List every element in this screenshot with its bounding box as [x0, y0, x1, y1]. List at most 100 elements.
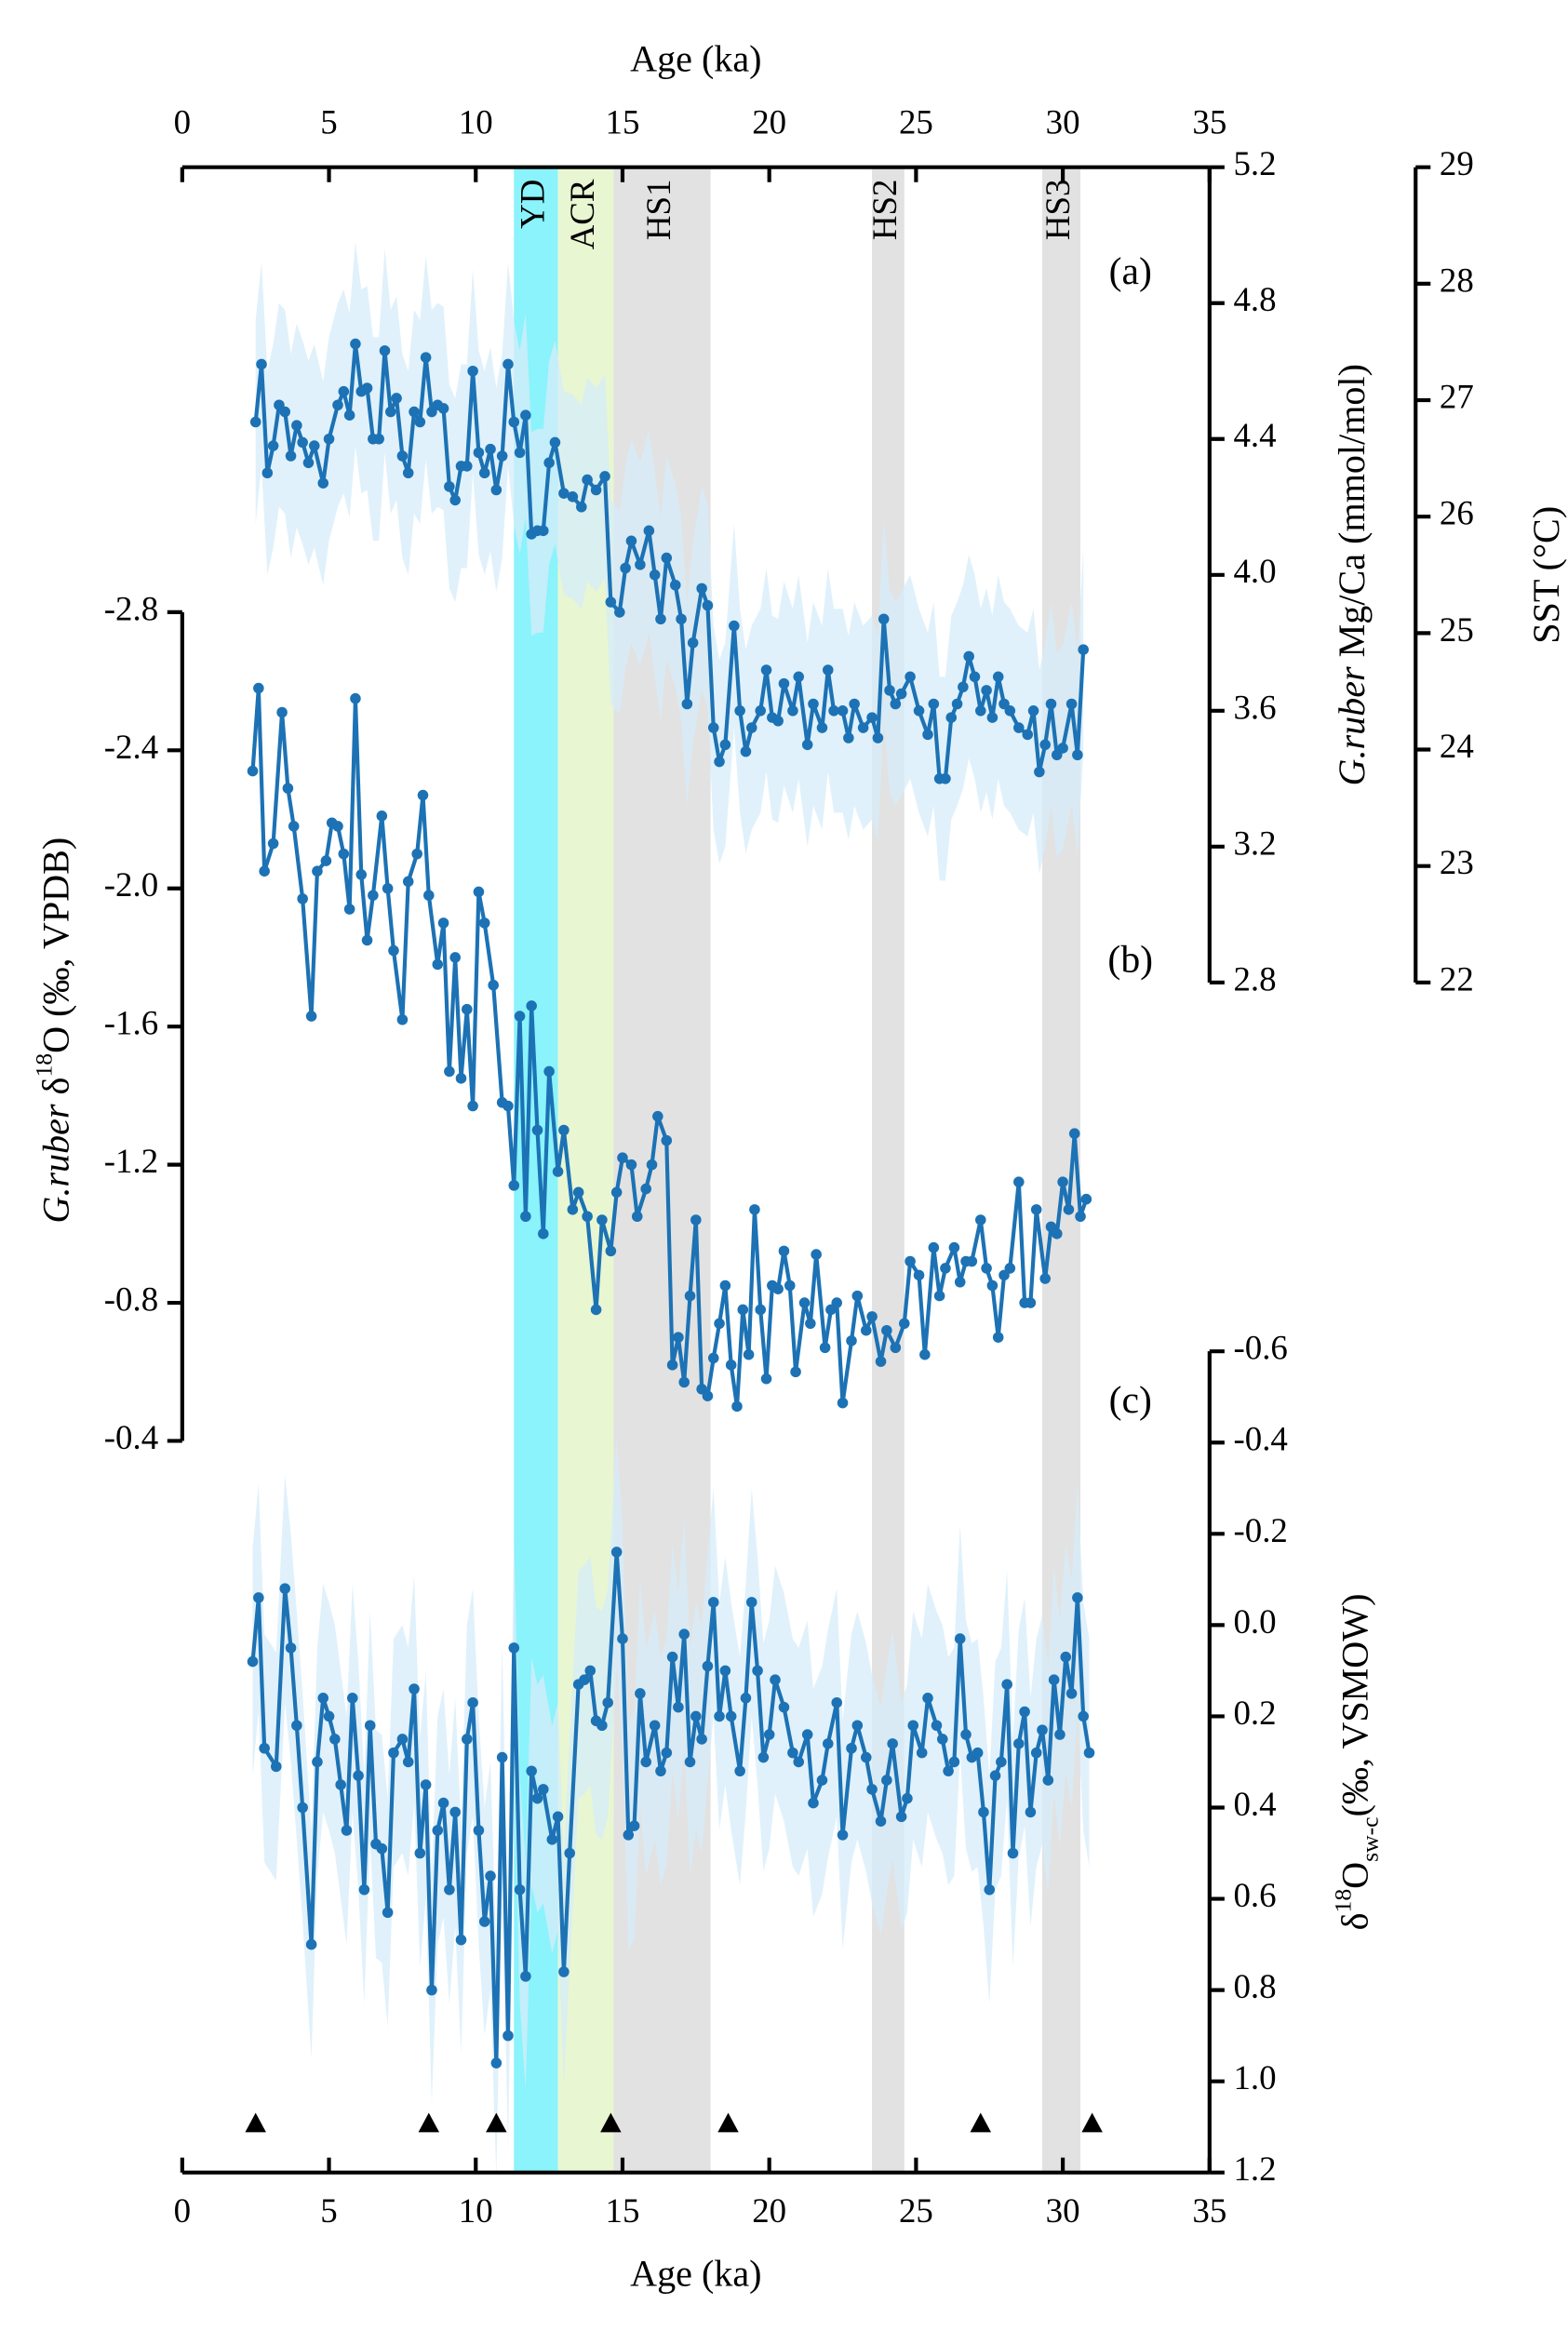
data-point — [989, 1770, 1001, 1781]
data-point — [1013, 1738, 1025, 1749]
data-point — [661, 552, 673, 564]
y-axis-label: G.ruber Mg/Ca (mmol/mol) — [1331, 364, 1373, 785]
data-point — [552, 1811, 564, 1823]
data-point — [678, 1628, 690, 1640]
y-tick-label: 28 — [1440, 261, 1474, 299]
label-part: 18 — [1330, 1889, 1357, 1913]
data-point — [875, 1815, 887, 1827]
event-label: HS3 — [1039, 180, 1077, 241]
data-point — [350, 338, 361, 350]
data-point — [866, 1784, 878, 1795]
label-part: Mg/Ca (mmol/mol) — [1331, 364, 1373, 666]
data-point — [426, 1984, 437, 1996]
data-point — [488, 979, 499, 991]
data-point — [673, 1332, 684, 1343]
y-tick-label: -1.6 — [104, 1004, 158, 1042]
data-point — [467, 1100, 478, 1112]
label-part: δ — [34, 1078, 76, 1105]
data-point — [261, 467, 274, 479]
data-point — [411, 848, 422, 860]
data-point — [940, 773, 951, 784]
y-tick-label: 4.0 — [1233, 552, 1276, 590]
event-label: HS2 — [865, 180, 904, 241]
data-point — [954, 1633, 966, 1644]
data-point — [312, 1756, 323, 1768]
data-point — [582, 474, 593, 486]
data-point — [1013, 722, 1025, 733]
data-point — [875, 1356, 887, 1367]
data-point — [391, 393, 402, 404]
data-point — [1083, 1747, 1095, 1759]
axes-layer: YD ACR HS1 HS2 HS3 2.8 3.2 3.6 4.0 4.4 4.8 5.2 G.rub… — [31, 38, 1567, 2295]
data-point — [546, 1834, 558, 1845]
data-point — [669, 579, 681, 591]
age-control-marker — [245, 2112, 266, 2133]
x-axis-label: Age (ka) — [630, 38, 761, 80]
data-point — [402, 1756, 414, 1768]
data-point — [881, 1775, 892, 1786]
data-point — [526, 1000, 537, 1011]
data-point — [582, 1211, 593, 1223]
data-point — [673, 1701, 684, 1713]
data-point — [347, 1693, 358, 1704]
data-point — [449, 494, 461, 506]
data-point — [338, 848, 350, 860]
x-tick-label: 10 — [459, 2191, 493, 2230]
data-point — [496, 450, 508, 462]
data-point — [652, 1110, 663, 1122]
data-point — [285, 1642, 297, 1654]
data-point — [740, 1693, 752, 1704]
x-tick-label: 5 — [320, 2191, 337, 2230]
data-point — [837, 705, 849, 717]
data-point — [643, 525, 655, 537]
data-point — [531, 1124, 543, 1136]
data-point — [602, 1696, 613, 1708]
data-point — [666, 1360, 678, 1371]
x-tick-label: 25 — [899, 102, 933, 141]
data-point — [423, 890, 435, 901]
x-tick-label: 30 — [1046, 102, 1080, 141]
data-point — [382, 1907, 394, 1919]
data-point — [520, 409, 531, 421]
data-point — [822, 664, 834, 676]
data-point — [455, 1934, 467, 1946]
y-tick-label: -2.4 — [104, 728, 158, 766]
y-axis-label: δ18Osw-c(‰, VSMOW) — [1330, 1594, 1384, 1931]
data-point — [552, 1166, 564, 1177]
data-point — [605, 1245, 617, 1257]
label-part: O — [1333, 1862, 1375, 1889]
data-point — [478, 918, 490, 929]
y-tick-label: 0.8 — [1233, 1967, 1276, 2005]
data-point — [734, 705, 745, 717]
data-point — [259, 865, 270, 877]
x-tick-label: 35 — [1192, 2191, 1226, 2230]
data-point — [707, 1352, 719, 1364]
data-point — [996, 1756, 1007, 1768]
data-point — [285, 450, 297, 462]
data-point — [948, 1756, 960, 1768]
data-point — [986, 712, 998, 723]
data-point — [837, 1397, 849, 1409]
y-tick-label: 2.8 — [1233, 959, 1276, 998]
data-point — [846, 1742, 857, 1754]
data-point — [332, 821, 343, 832]
data-point — [684, 1290, 696, 1302]
data-point — [1034, 766, 1045, 778]
data-point — [719, 1665, 731, 1677]
data-point — [291, 1720, 302, 1732]
data-point — [696, 1734, 707, 1745]
data-point — [770, 1674, 781, 1685]
data-point — [332, 399, 343, 411]
data-point — [514, 447, 526, 459]
y-tick-label: 3.2 — [1233, 824, 1276, 862]
data-point — [473, 447, 485, 459]
data-point — [614, 607, 625, 618]
data-point — [305, 1938, 317, 1950]
data-point — [444, 1883, 455, 1896]
data-point — [743, 1348, 755, 1360]
data-point — [382, 882, 394, 894]
data-point — [520, 1971, 531, 1982]
y-tick-label: 5.2 — [1233, 144, 1276, 182]
data-point — [610, 1186, 623, 1199]
data-point — [805, 1318, 816, 1330]
